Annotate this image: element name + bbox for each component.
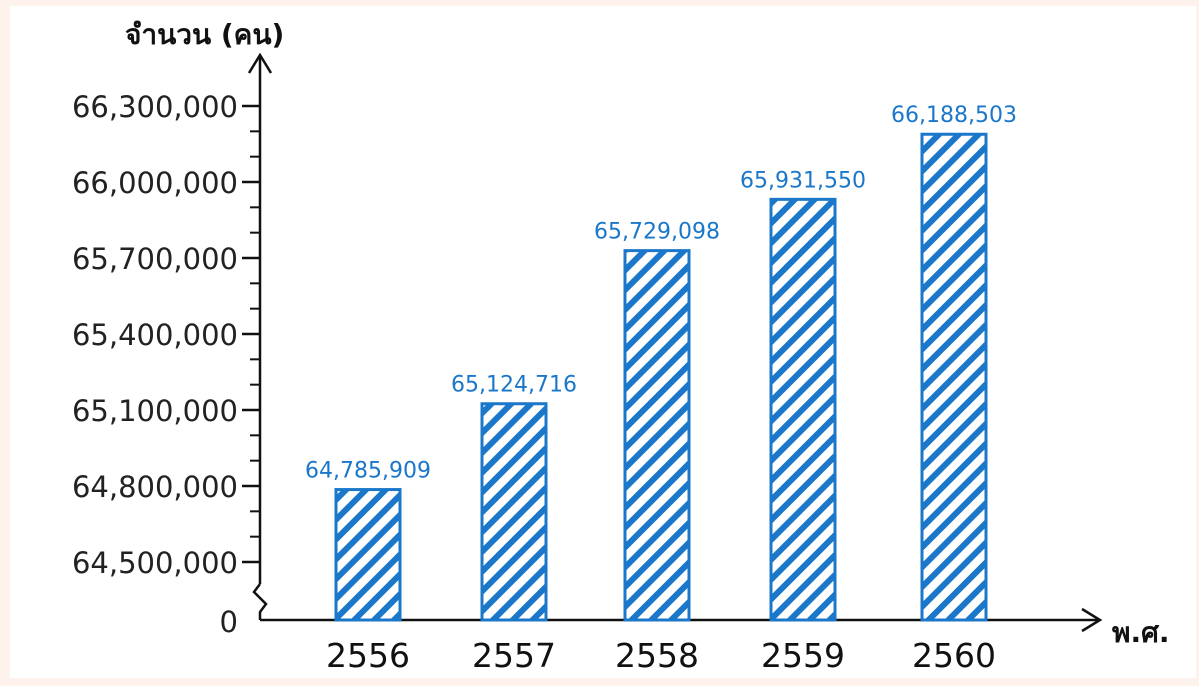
bar-value-label: 65,931,550 [740, 168, 866, 193]
y-tick-label: 65,700,000 [72, 242, 238, 276]
bar-value-label: 66,188,503 [891, 103, 1017, 128]
labels: 64,500,000 64,800,000 65,100,000 65,400,000… [72, 18, 1170, 675]
x-category-label: 2556 [326, 636, 410, 675]
bar-2559 [769, 197, 837, 622]
bar-value-label: 65,124,716 [451, 373, 577, 398]
y-tick-label: 65,400,000 [72, 318, 238, 352]
x-category-label: 2560 [912, 636, 996, 675]
chart-frame [10, 6, 1196, 678]
bar-2560 [920, 132, 988, 622]
axis-break-mark [252, 583, 268, 620]
y-tick-label: 64,500,000 [72, 546, 238, 580]
x-axis-title: พ.ศ. [1112, 616, 1170, 649]
bar-2556 [334, 488, 402, 622]
x-category-label: 2557 [472, 636, 556, 675]
y-axis-arrow [247, 52, 273, 74]
bars [334, 132, 988, 622]
y-tick-label: 66,300,000 [72, 90, 238, 124]
x-category-label: 2558 [615, 636, 699, 675]
y-tick-label: 65,100,000 [72, 394, 238, 428]
bar-2558 [623, 249, 691, 622]
y-tick-label: 66,000,000 [72, 166, 238, 200]
x-category-label: 2559 [761, 636, 845, 675]
y-zero-label: 0 [220, 605, 238, 639]
bar-2557 [480, 402, 548, 622]
bar-value-label: 64,785,909 [305, 459, 431, 484]
x-axis-arrow [1081, 607, 1103, 633]
y-axis-title: จำนวน (คน) [125, 18, 284, 51]
bar-value-label: 65,729,098 [594, 220, 720, 245]
y-tick-label: 64,800,000 [72, 470, 238, 504]
